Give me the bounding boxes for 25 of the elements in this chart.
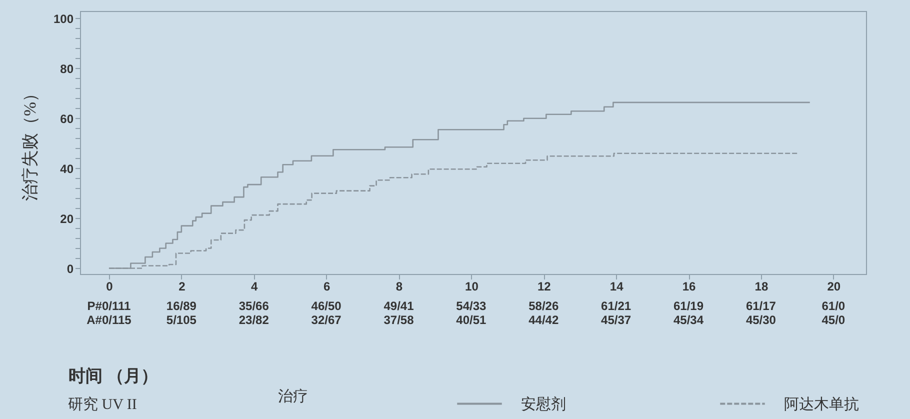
y-tick-label: 80: [60, 62, 74, 76]
x-tick-label: 12: [537, 280, 552, 294]
x-axis-title: 时间 （月）: [68, 366, 158, 386]
legend-label: 安慰剂: [521, 396, 566, 413]
y-tick-label: 40: [60, 162, 74, 176]
y-tick-label: 60: [60, 112, 74, 126]
y-axis-title: 治疗失败（%）: [20, 84, 40, 202]
x-tick-label: 16: [682, 280, 696, 294]
x-tick-label: 10: [465, 280, 479, 294]
x-tick-label: 2: [178, 280, 186, 294]
x-tick-label: 0: [106, 280, 114, 294]
x-tick-label: 14: [610, 280, 624, 294]
x-tick-label: 4: [251, 280, 258, 294]
y-tick-label: 20: [60, 212, 74, 226]
text: 研究 UV II: [68, 396, 137, 413]
legend-label: 阿达木单抗: [784, 396, 859, 413]
y-tick-label: 100: [53, 12, 74, 26]
x-tick-label: 6: [323, 280, 330, 294]
x-tick-label: 18: [754, 280, 768, 294]
x-tick-label: 20: [827, 280, 841, 294]
y-tick-label: 0: [66, 262, 74, 276]
x-tick-label: 8: [396, 280, 403, 294]
legend-title: 治疗: [278, 388, 308, 405]
text: P#0/111 16/89 35/66 46/50 49/41 54/33 58/26 61/21 61/19 61/17 61/0: [87, 299, 846, 313]
text: A#0/115 5/105 23/82 32/67 37/58 40/51 44/42 45/37 45/34 45/30 45/0: [86, 313, 846, 327]
